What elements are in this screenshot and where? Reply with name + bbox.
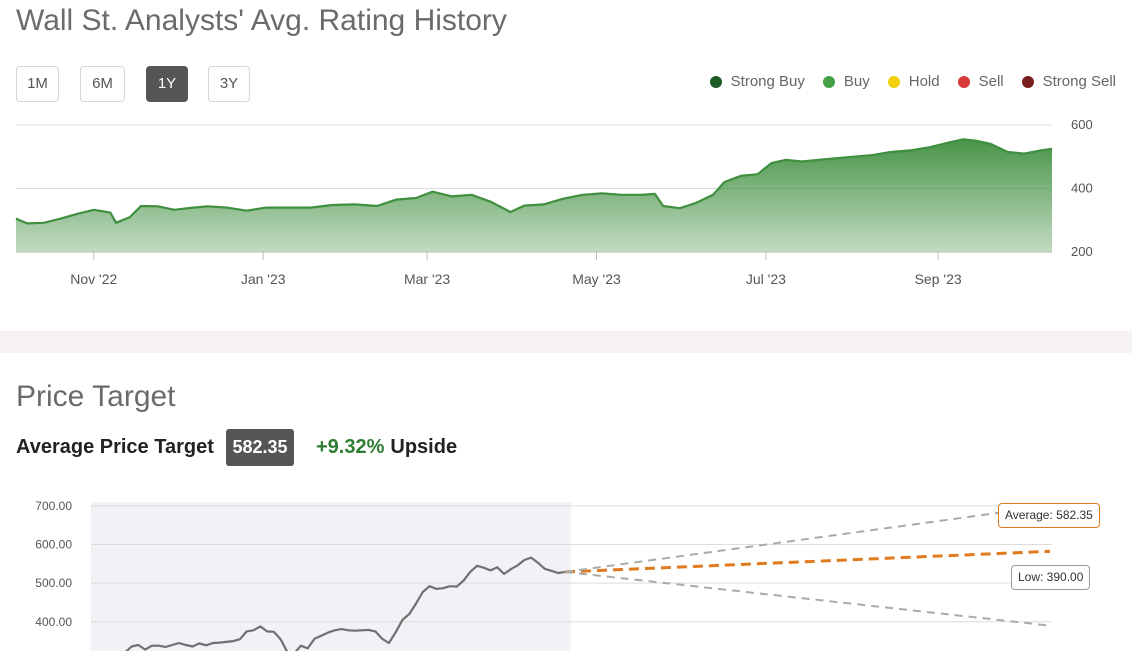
legend-dot-strong-sell (1021, 75, 1034, 88)
y-tick-label-500: 500.00 (35, 576, 72, 590)
historical-region-bg (91, 502, 571, 651)
price-target-title: Price Target (16, 380, 176, 413)
x-tick-label-4: Jul '23 (746, 271, 786, 287)
legend-label-hold: Hold (908, 73, 940, 90)
average-price-target-label: Average Price Target (16, 436, 214, 458)
upside-indicator: +9.32% Upside (316, 436, 457, 459)
average-price-target-value: 582.35 (226, 429, 294, 466)
range-button-3y[interactable]: 3Y (208, 66, 250, 102)
x-tick-label-3: May '23 (572, 271, 621, 287)
x-tick-label-0: Nov '22 (70, 271, 117, 287)
y-tick-label-200: 200 (1071, 244, 1093, 259)
legend-label-buy: Buy (843, 73, 870, 90)
legend-dot-sell (957, 75, 970, 88)
low-target-callout: Low: 390.00 (1011, 565, 1091, 590)
rating-history-title: Wall St. Analysts' Avg. Rating History (16, 4, 507, 37)
x-tick-label-2: Mar '23 (404, 271, 450, 287)
range-button-1m[interactable]: 1M (16, 66, 59, 102)
legend-item-buy[interactable]: Buy (822, 73, 870, 90)
legend-dot-hold (887, 75, 900, 88)
y-tick-label-600: 600.00 (35, 538, 72, 552)
rating-legend: Strong Buy Buy Hold Sell Strong Sell (709, 73, 1116, 90)
range-button-1y[interactable]: 1Y (146, 66, 188, 102)
section-divider (0, 331, 1132, 353)
y-tick-label-400: 400 (1071, 181, 1093, 196)
x-tick-label-1: Jan '23 (241, 271, 286, 287)
upside-percent: +9.32% (316, 436, 385, 458)
y-tick-label-400: 400.00 (35, 615, 72, 629)
y-tick-label-700: 700.00 (35, 499, 72, 513)
x-tick-label-5: Sep '23 (915, 271, 962, 287)
legend-item-strong-buy[interactable]: Strong Buy (709, 73, 805, 90)
legend-label-strong-buy: Strong Buy (730, 73, 805, 90)
legend-item-strong-sell[interactable]: Strong Sell (1021, 73, 1116, 90)
upside-label: Upside (390, 436, 458, 458)
rating-history-chart: 200 400 600 Nov '22 Jan '23 Mar '23 May '23 Jul… (15, 117, 1093, 287)
range-button-6m[interactable]: 6M (80, 66, 125, 102)
legend-item-hold[interactable]: Hold (887, 73, 940, 90)
price-history-line (125, 556, 566, 651)
legend-dot-strong-buy (709, 75, 722, 88)
rating-area-line (15, 138, 1053, 225)
legend-item-sell[interactable]: Sell (957, 73, 1004, 90)
average-target-callout: Average: 582.35 (998, 503, 1100, 528)
low-target-line (564, 570, 1051, 627)
legend-label-sell: Sell (978, 73, 1004, 90)
rating-area-fill (16, 139, 1052, 252)
average-target-line (564, 549, 1051, 574)
legend-label-strong-sell: Strong Sell (1042, 73, 1116, 90)
high-target-line (564, 504, 1051, 573)
y-tick-label-600: 600 (1071, 117, 1093, 132)
legend-dot-buy (822, 75, 835, 88)
